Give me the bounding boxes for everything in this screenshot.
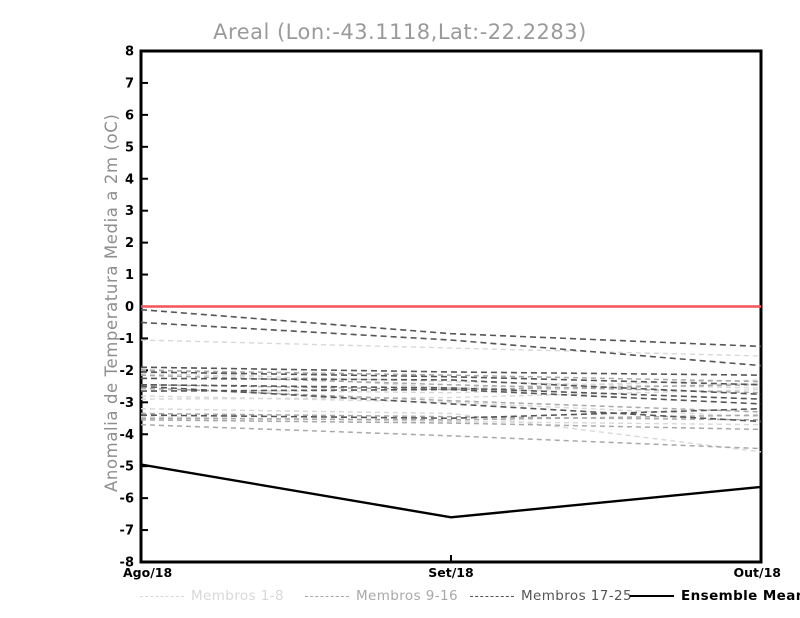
member-line xyxy=(141,366,761,376)
y-tick-label: 1 xyxy=(125,268,134,283)
member-line xyxy=(141,407,761,420)
legend-label: Membros 17-25 xyxy=(521,588,632,604)
legend-swatch-dashed xyxy=(470,595,514,597)
member-line xyxy=(141,414,761,421)
member-line xyxy=(141,412,761,421)
series-group xyxy=(141,305,761,519)
y-tick-label: 5 xyxy=(125,140,134,155)
y-tick-label: -5 xyxy=(120,460,134,475)
member-line xyxy=(141,321,761,367)
ensemble-mean-line xyxy=(141,463,761,519)
legend-swatch-dashed xyxy=(140,595,184,597)
legend-item: Membros 9-16 xyxy=(305,586,458,606)
member-line xyxy=(141,371,761,386)
member-line xyxy=(141,388,761,405)
y-tick-label: -2 xyxy=(120,364,134,379)
chart-legend: Membros 1-8 Membros 9-16 Membros 17-25 Ense… xyxy=(0,586,800,608)
member-line xyxy=(141,388,761,400)
legend-label: Membros 9-16 xyxy=(356,588,458,604)
legend-swatch-solid xyxy=(630,595,674,597)
member-line xyxy=(141,408,761,453)
x-tick-label: Out/18 xyxy=(734,565,781,580)
legend-item: Ensemble Mean xyxy=(630,586,800,606)
x-tick-label: Set/18 xyxy=(428,565,473,580)
y-tick-label: 8 xyxy=(125,45,134,60)
y-tick-label: 4 xyxy=(125,172,134,187)
y-tick-label: 2 xyxy=(125,236,134,251)
member-line xyxy=(141,419,761,431)
y-tick-label: 0 xyxy=(125,300,134,315)
y-tick-label: -4 xyxy=(120,428,134,443)
y-tick-label: -1 xyxy=(120,332,134,347)
member-line xyxy=(141,369,761,383)
member-line xyxy=(141,377,761,396)
member-line xyxy=(141,383,761,400)
y-tick-label: 7 xyxy=(125,76,134,91)
y-tick-label: -3 xyxy=(120,396,134,411)
legend-item: Membros 1-8 xyxy=(140,586,284,606)
x-tick-label: Ago/18 xyxy=(123,565,172,580)
legend-label: Ensemble Mean xyxy=(681,588,800,604)
legend-swatch-dashed xyxy=(305,595,349,597)
y-tick-label: -6 xyxy=(120,492,134,507)
y-tick-label: -7 xyxy=(120,524,134,539)
legend-label: Membros 1-8 xyxy=(191,588,284,604)
member-line xyxy=(141,339,761,357)
y-tick-label: 3 xyxy=(125,204,134,219)
y-tick-label: 6 xyxy=(125,108,134,123)
y-tick-label: -8 xyxy=(120,556,134,571)
member-line xyxy=(141,308,761,348)
legend-item: Membros 17-25 xyxy=(470,586,632,606)
member-line xyxy=(141,385,761,423)
member-line xyxy=(141,423,761,450)
page-title: Areal (Lon:-43.1118,Lat:-22.2283) xyxy=(213,20,587,44)
